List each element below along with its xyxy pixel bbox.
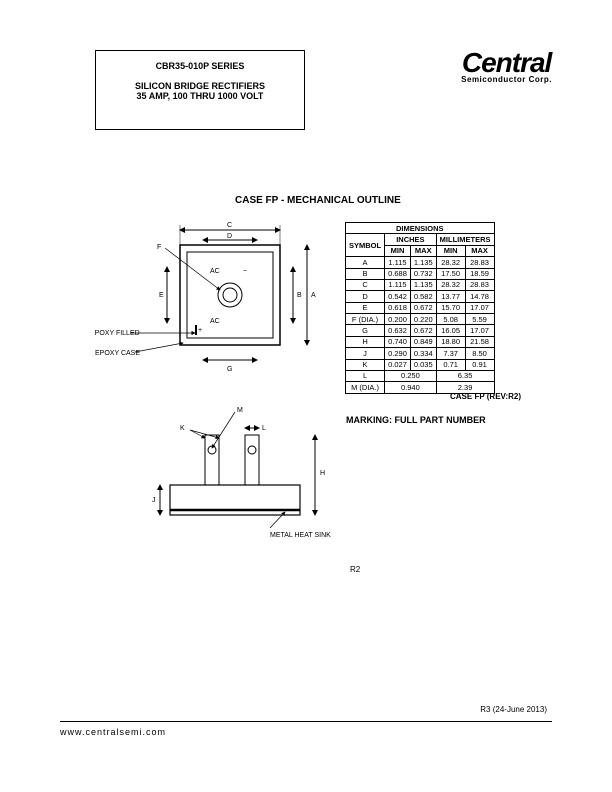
col-symbol: SYMBOL [346,234,385,257]
desc2-text: 35 AMP, 100 THRU 1000 VOLT [104,91,296,101]
svg-text:EPOXY CASE: EPOXY CASE [95,350,140,357]
table-row: E0.6180.67215.7017.07 [346,302,495,313]
section-title: CASE FP - MECHANICAL OUTLINE [235,195,401,206]
table-row: J0.2900.3347.378.50 [346,348,495,359]
side-view-diagram: K M L H J METAL HEAT SINK [150,400,360,550]
svg-text:A: A [311,292,316,299]
title-box: CBR35-010P SERIES SILICON BRIDGE RECTIFI… [95,50,305,130]
svg-text:−: − [243,268,247,275]
svg-text:D: D [227,233,232,240]
desc1-text: SILICON BRIDGE RECTIFIERS [104,81,296,91]
col-inches: INCHES [385,234,437,245]
svg-text:C: C [227,222,232,229]
svg-text:B: B [297,292,302,299]
table-row: K0.0270.0350.710.91 [346,359,495,370]
col-min: MIN [436,245,465,256]
svg-text:E: E [159,292,164,299]
svg-text:EPOXY FILLED: EPOXY FILLED [95,330,140,337]
svg-text:M: M [237,407,243,414]
table-row: L0.2506.35 [346,370,495,381]
svg-text:+: + [198,327,202,334]
col-max: MAX [410,245,436,256]
footer-url: www.centralsemi.com [60,727,166,737]
table-row: B0.6880.73217.5018.59 [346,268,495,279]
svg-text:F: F [157,244,161,251]
table-row: C1.1151.13528.3228.83 [346,279,495,290]
table-row: D0.5420.58213.7714.78 [346,291,495,302]
svg-text:AC: AC [210,268,220,275]
svg-text:J: J [152,497,156,504]
company-logo: Central Semiconductor Corp. [461,50,552,84]
table-row: H0.7400.84918.8021.58 [346,336,495,347]
marking-text: MARKING: FULL PART NUMBER [346,415,486,425]
logo-main-text: Central [461,50,552,75]
rev-bottom: R3 (24-June 2013) [480,705,547,714]
col-max: MAX [465,245,494,256]
table-row: F (DIA.)0.2000.2205.085.59 [346,314,495,325]
svg-text:L: L [262,425,266,432]
table-title: DIMENSIONS [346,223,495,234]
svg-text:K: K [180,425,185,432]
svg-text:METAL HEAT SINK: METAL HEAT SINK [270,532,331,539]
svg-text:G: G [227,366,232,373]
col-mm: MILLIMETERS [436,234,494,245]
case-note: CASE FP (REV:R2) [450,392,521,401]
logo-sub-text: Semiconductor Corp. [461,75,552,84]
series-text: CBR35-010P SERIES [104,61,296,71]
table-row: G0.6320.67216.0517.07 [346,325,495,336]
rev-center: R2 [350,565,360,574]
svg-text:AC: AC [210,318,220,325]
table-row: A1.1151.13528.3228.83 [346,257,495,268]
svg-text:H: H [320,470,325,477]
dimensions-table: DIMENSIONS SYMBOL INCHES MILLIMETERS MIN… [345,222,495,394]
col-min: MIN [385,245,411,256]
footer-line [60,721,552,722]
top-view-diagram: AC − AC + C D F E B A G EPOXY FILLED EPO… [95,215,325,390]
